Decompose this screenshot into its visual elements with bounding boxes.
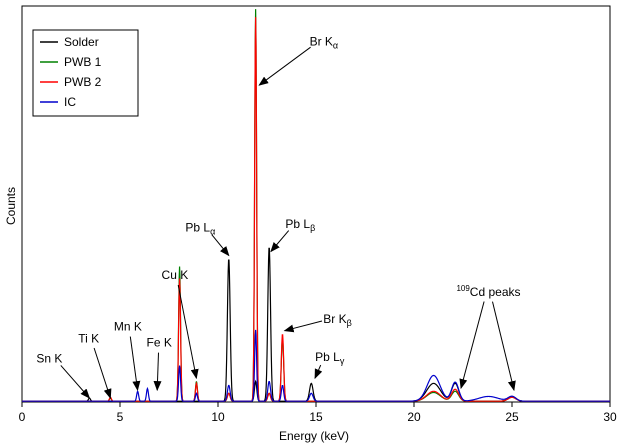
annotations: Sn K Ti K Mn K Fe K Cu K Pb Lα Br Kα Pb Lβ Br Kβ… [36,35,521,399]
legend-label: PWB 1 [64,55,102,69]
annotation-arrow [314,364,323,380]
legend-label: Solder [64,35,99,49]
x-tick-label: 5 [117,410,124,424]
annotation-label: Mn K [114,320,142,334]
legend: Solder PWB 1 PWB 2 IC [32,29,139,117]
annotation-arrow [459,301,485,390]
annotation-arrow [60,365,91,399]
annotation-label: Br Kα [310,35,339,51]
annotation-arrow [283,320,323,333]
y-axis-label: Counts [4,187,18,225]
series-layer [22,9,610,402]
x-tick-label: 20 [407,410,421,424]
annotation-arrow [211,234,230,257]
annotation-label: 109Cd peaks [456,284,520,299]
annotation-arrow [258,46,311,86]
annotation-arrow [93,347,112,399]
annotation-arrow [153,352,162,392]
annotation-label: Sn K [36,351,62,365]
x-axis-label: Energy (keV) [279,429,349,443]
annotation-label: Pb Lα [185,221,215,237]
annotation-label: Pb Lγ [315,350,345,366]
x-tick-label: 30 [603,410,617,424]
annotation-label: Ti K [78,332,99,346]
legend-label: IC [64,95,76,109]
x-tick-label: 10 [211,410,225,424]
series-line-ic [22,329,610,402]
x-tick-label: 15 [309,410,323,424]
annotation-arrow [129,336,141,392]
annotation-label: Cu K [162,268,189,282]
x-tick-label: 25 [505,410,519,424]
legend-label: PWB 2 [64,75,102,89]
annotation-label: Pb Lβ [285,217,315,233]
annotation-arrow [177,284,199,380]
annotation-label: Br Kβ [323,312,352,328]
annotation-label: Fe K [147,336,172,350]
annotation-arrow [270,230,290,253]
x-tick-label: 0 [19,410,26,424]
x-axis: 0 5 10 15 20 25 30 [19,402,617,424]
annotation-arrow [492,301,516,392]
